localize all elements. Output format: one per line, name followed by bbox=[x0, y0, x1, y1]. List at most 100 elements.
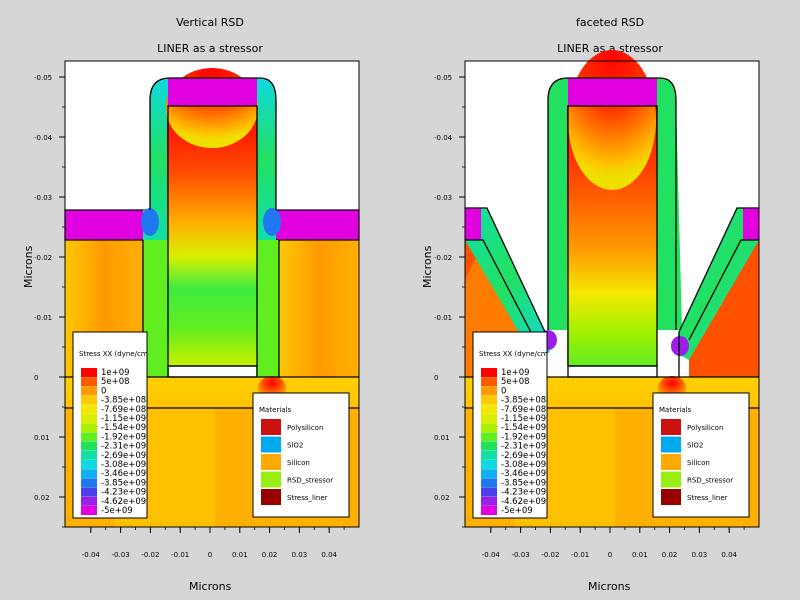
colorbar-swatch bbox=[481, 414, 497, 423]
colorbar-label: -3.46e+09 bbox=[501, 469, 546, 479]
material-label: Stress_liner bbox=[687, 494, 728, 502]
colorbar-label: -5e+09 bbox=[101, 506, 133, 516]
material-swatch bbox=[661, 436, 681, 453]
spacer-outline bbox=[547, 77, 677, 330]
colorbar-label: -3.85e+09 bbox=[501, 478, 546, 488]
y-tick-label: -0.01 bbox=[434, 314, 452, 322]
material-label: SiO2 bbox=[687, 442, 703, 450]
panel1-xlabel: Microns bbox=[189, 580, 232, 593]
colorbar-swatch bbox=[81, 395, 97, 405]
x-tick-label: 0.02 bbox=[662, 551, 678, 559]
x-tick-label: 0 bbox=[608, 551, 612, 559]
colorbar-label: -1.92e+09 bbox=[501, 432, 546, 442]
material-label: Polysilicon bbox=[287, 424, 323, 432]
colorbar-swatch bbox=[481, 423, 497, 433]
colorbar-swatch bbox=[481, 368, 497, 377]
y-tick-label: -0.04 bbox=[34, 134, 53, 142]
colorbar-label: -1.15e+09 bbox=[101, 414, 146, 424]
x-tick-label: -0.03 bbox=[112, 551, 130, 559]
y-tick-label: -0.01 bbox=[34, 314, 52, 322]
x-tick-label: -0.02 bbox=[541, 551, 559, 559]
material-label: RSD_stressor bbox=[687, 477, 733, 485]
colorbar-swatch bbox=[81, 487, 97, 497]
colorbar-label: -2.69e+09 bbox=[101, 451, 146, 461]
material-label: RSD_stressor bbox=[287, 477, 333, 485]
colorbar-label: -4.62e+09 bbox=[101, 497, 146, 507]
colorbar-swatch bbox=[81, 506, 97, 515]
x-tick-label: 0.04 bbox=[321, 551, 337, 559]
y-tick-label: 0 bbox=[34, 374, 38, 382]
panel2-xlabel: Microns bbox=[588, 580, 631, 593]
corner-right bbox=[263, 208, 281, 236]
colorbar-label: -1.54e+09 bbox=[501, 423, 546, 433]
x-tick-label: -0.03 bbox=[512, 551, 530, 559]
colorbar-swatch bbox=[481, 460, 497, 469]
material-swatch bbox=[261, 471, 281, 488]
colorbar-swatch bbox=[81, 404, 97, 414]
gate-cap bbox=[168, 78, 257, 106]
colorbar-label: -1.15e+09 bbox=[501, 414, 546, 424]
colorbar-label: 5e+08 bbox=[501, 377, 530, 387]
colorbar-label: -2.31e+09 bbox=[501, 442, 546, 452]
liner-left bbox=[65, 210, 150, 240]
colorbar-swatch bbox=[481, 395, 497, 405]
panel1-title: Vertical RSD bbox=[176, 16, 244, 29]
colorbar-swatch bbox=[81, 441, 97, 451]
colorbar-label: -7.69e+08 bbox=[101, 405, 146, 415]
colorbar-label: 0 bbox=[501, 386, 506, 396]
material-swatch bbox=[261, 489, 281, 505]
panel2-title: faceted RSD bbox=[575, 16, 645, 29]
x-tick-label: -0.01 bbox=[171, 551, 189, 559]
gate-cap bbox=[568, 78, 657, 106]
y-tick-label: 0 bbox=[434, 374, 438, 382]
y-tick-label: -0.02 bbox=[434, 254, 452, 262]
y-tick-label: -0.05 bbox=[434, 74, 452, 82]
colorbar-swatch bbox=[481, 404, 497, 414]
panel1-subtitle: LINER as a stressor bbox=[157, 42, 263, 55]
colorbar-swatch bbox=[481, 441, 497, 451]
colorbar-label: -3.46e+09 bbox=[101, 469, 146, 479]
colorbar-label: -7.69e+08 bbox=[501, 405, 546, 415]
material-swatch bbox=[661, 419, 681, 435]
x-tick-label: 0.03 bbox=[692, 551, 708, 559]
colorbar-swatch bbox=[481, 506, 497, 515]
colorbar-swatch bbox=[81, 478, 97, 488]
x-tick-label: -0.02 bbox=[141, 551, 159, 559]
liner-left-top bbox=[465, 208, 481, 240]
gate-top-stress bbox=[568, 50, 656, 190]
spacer-right-lower bbox=[256, 240, 279, 377]
colorbar-swatch bbox=[481, 432, 497, 442]
colorbar-label: -5e+09 bbox=[501, 506, 533, 516]
colorbar-label: 5e+08 bbox=[101, 377, 130, 387]
colorbar-swatch bbox=[81, 377, 97, 387]
colorbar-label: -3.85e+08 bbox=[501, 396, 546, 406]
x-tick-label: -0.04 bbox=[482, 551, 501, 559]
x-tick-label: 0.02 bbox=[262, 551, 278, 559]
colorbar-swatch bbox=[81, 386, 97, 396]
material-label: SiO2 bbox=[287, 442, 303, 450]
colorbar-swatch bbox=[481, 450, 497, 460]
y-tick-label: 0.01 bbox=[34, 434, 50, 442]
x-tick-label: 0.04 bbox=[721, 551, 737, 559]
materials-title: Materials bbox=[259, 406, 291, 414]
y-tick-label: 0.01 bbox=[434, 434, 450, 442]
colorbar-swatch bbox=[81, 450, 97, 460]
x-tick-label: -0.01 bbox=[571, 551, 589, 559]
colorbar-swatch bbox=[481, 469, 497, 479]
y-tick-label: -0.03 bbox=[34, 194, 52, 202]
colorbar-swatch bbox=[481, 386, 497, 396]
colorbar-label: 0 bbox=[101, 386, 106, 396]
plot-frame bbox=[64, 60, 360, 528]
colorbar-swatch bbox=[81, 460, 97, 469]
colorbar-label: -3.08e+09 bbox=[501, 460, 546, 470]
colorbar-title: Stress XX (dyne/cm bbox=[479, 350, 548, 358]
colorbar-swatch bbox=[81, 496, 97, 506]
material-label: Stress_liner bbox=[287, 494, 328, 502]
gate-region bbox=[167, 106, 257, 366]
colorbar-swatch bbox=[81, 414, 97, 423]
colorbar-label: 1e+09 bbox=[501, 368, 530, 378]
colorbar-label: -4.23e+09 bbox=[501, 488, 546, 498]
colorbar-swatch bbox=[481, 377, 497, 387]
liner-left-inner bbox=[465, 239, 536, 341]
